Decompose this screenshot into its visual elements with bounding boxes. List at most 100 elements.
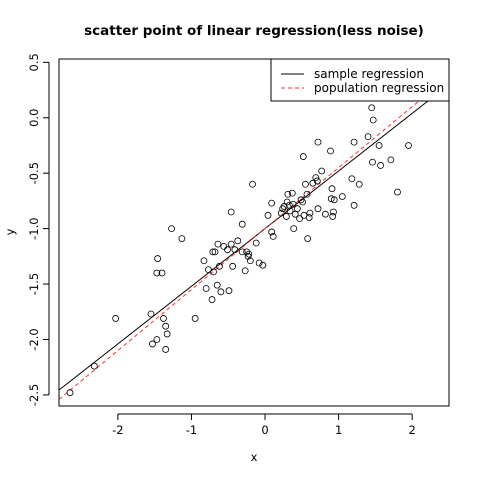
data-point	[327, 147, 334, 155]
data-point	[368, 104, 376, 112]
data-point	[394, 188, 401, 196]
data-point	[306, 209, 314, 217]
data-point	[387, 156, 395, 164]
data-point	[304, 235, 312, 242]
data-point	[211, 248, 219, 256]
data-point	[249, 180, 256, 188]
data-point	[217, 288, 225, 296]
y-axis-label: y	[3, 228, 17, 235]
data-point	[364, 133, 372, 141]
data-point	[238, 220, 246, 228]
data-point	[283, 198, 291, 206]
data-point	[224, 246, 231, 254]
data-point	[369, 116, 377, 124]
regression-lines	[59, 75, 449, 400]
x-tick-label: 1	[335, 423, 342, 437]
data-point	[66, 389, 74, 397]
y-tick-label: -1.0	[27, 217, 41, 239]
data-point	[299, 153, 307, 160]
data-point	[227, 208, 235, 216]
data-point	[268, 228, 276, 236]
data-point	[302, 180, 309, 188]
data-point	[318, 167, 326, 175]
data-point	[112, 315, 120, 322]
data-point	[227, 240, 235, 248]
data-point	[296, 215, 304, 223]
data-point	[290, 225, 298, 233]
data-point	[191, 315, 199, 322]
y-tick-label: -1.5	[27, 273, 41, 295]
data-point	[350, 201, 358, 209]
data-point	[168, 225, 175, 233]
legend-box	[270, 58, 450, 102]
data-point	[338, 193, 346, 200]
data-point	[369, 158, 376, 166]
data-point	[299, 198, 306, 206]
data-point	[162, 322, 170, 330]
data-point	[216, 262, 223, 270]
x-tick-label: -1	[186, 423, 197, 437]
data-point	[202, 285, 210, 292]
data-point	[264, 211, 272, 219]
data-point	[330, 208, 337, 216]
y-tick-label: -0.5	[27, 162, 41, 184]
data-point	[348, 175, 356, 183]
x-axis-label: x	[251, 450, 258, 464]
data-point	[284, 190, 292, 198]
x-tick-label: 2	[409, 423, 416, 437]
data-point	[314, 205, 322, 213]
data-point	[375, 142, 383, 149]
data-point	[153, 269, 161, 277]
data-point	[327, 195, 335, 203]
data-point	[90, 362, 98, 370]
data-point	[288, 189, 296, 197]
data-point	[214, 240, 222, 248]
data-point	[330, 196, 338, 204]
data-point	[289, 200, 297, 208]
data-point	[213, 281, 221, 289]
x-tick-label: -2	[112, 423, 123, 437]
data-point	[158, 269, 166, 277]
data-point	[209, 248, 217, 256]
data-point	[312, 174, 320, 182]
data-point	[231, 246, 239, 254]
data-point	[377, 162, 384, 169]
data-point	[160, 315, 167, 322]
data-point	[282, 213, 290, 220]
data-point	[314, 138, 322, 146]
data-point	[286, 207, 294, 215]
data-point	[303, 190, 311, 198]
data-point	[329, 213, 337, 220]
data-point	[297, 196, 305, 204]
data-point	[210, 268, 217, 276]
data-point	[238, 248, 246, 256]
plot-frame	[58, 58, 450, 407]
data-point	[154, 255, 162, 262]
data-point	[234, 237, 242, 245]
data-point	[277, 209, 285, 217]
data-point	[355, 180, 363, 188]
data-point	[328, 185, 336, 193]
legend: sample regression population regression	[270, 58, 450, 102]
legend-label-sample: sample regression	[314, 67, 424, 81]
chart-title: scatter point of linear regression(less …	[84, 23, 424, 39]
data-point	[153, 336, 161, 343]
data-point	[208, 296, 216, 303]
y-tick-label: 0.0	[27, 109, 41, 127]
x-tick-label: 0	[261, 423, 268, 437]
data-point	[279, 205, 287, 213]
data-point	[259, 261, 267, 269]
data-point	[252, 239, 260, 247]
legend-label-population: population regression	[314, 81, 444, 95]
data-point	[162, 346, 170, 353]
data-point	[149, 340, 156, 348]
data-point	[269, 232, 277, 240]
data-points	[66, 104, 412, 397]
y-tick-label: -2.5	[27, 384, 41, 406]
data-point	[245, 250, 253, 258]
y-tick-label: -2.0	[27, 328, 41, 350]
data-point	[405, 142, 412, 149]
data-point	[220, 242, 228, 250]
data-point	[255, 259, 263, 267]
